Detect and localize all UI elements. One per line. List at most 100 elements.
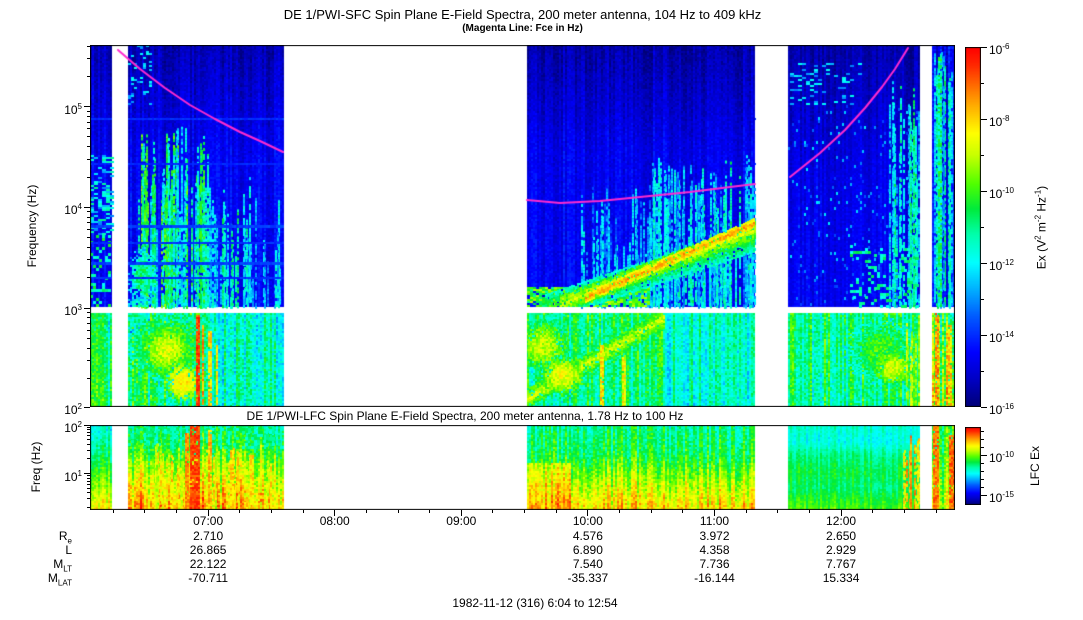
axis-tick [619, 510, 621, 513]
axis-tick [87, 216, 90, 218]
axis-tick [981, 486, 984, 488]
axis-tick [112, 510, 114, 513]
time-tick-label: 08:00 [319, 514, 350, 528]
axis-tick [808, 510, 810, 513]
axis-tick [87, 329, 90, 331]
axis-tick [87, 432, 90, 434]
ephemeris-value: -35.337 [567, 571, 609, 585]
axis-tick [87, 222, 90, 224]
axis-tick-label: 102 [64, 420, 82, 435]
axis-tick-label: 10-8 [989, 114, 1010, 129]
axis-tick-label: 10-6 [989, 42, 1010, 57]
magenta-line-subtitle: (Magenta Line: Fce in Hz) [462, 23, 583, 34]
axis-tick [334, 510, 336, 516]
axis-tick [87, 136, 90, 138]
ephemeris-value: 6.890 [572, 543, 603, 557]
axis-tick [87, 237, 90, 239]
axis-tick [87, 259, 90, 261]
time-tick-label: 11:00 [699, 514, 730, 528]
axis-tick [87, 317, 90, 319]
axis-tick [87, 246, 90, 248]
axis-tick [87, 115, 90, 117]
sfc-spectrogram-canvas [90, 45, 955, 407]
axis-tick [981, 82, 984, 84]
axis-tick [87, 110, 90, 112]
axis-tick [587, 510, 589, 516]
time-tick-label: 12:00 [826, 514, 857, 528]
axis-tick [981, 470, 984, 472]
axis-tick [87, 458, 90, 460]
axis-tick [87, 128, 90, 130]
axis-tick [365, 510, 367, 513]
axis-tick-label: 10-16 [989, 402, 1014, 417]
ephemeris-value: 4.576 [572, 529, 603, 543]
axis-tick [981, 406, 987, 408]
ephemeris-row-label: L [65, 543, 72, 557]
ephemeris-value: 22.122 [189, 557, 227, 571]
axis-tick [981, 190, 987, 192]
axis-tick [87, 211, 90, 213]
ephemeris-row-label: Re [58, 529, 72, 546]
ephemeris-value: 7.540 [572, 557, 603, 571]
axis-tick [87, 377, 90, 379]
axis-tick [239, 510, 241, 513]
sfc-colorbar [965, 47, 981, 407]
axis-tick [175, 510, 177, 513]
axis-tick-label: 103 [64, 303, 82, 319]
axis-tick [981, 262, 987, 264]
axis-tick [87, 429, 90, 431]
axis-tick [492, 510, 494, 513]
axis-tick [87, 58, 90, 60]
axis-tick [87, 360, 90, 362]
axis-tick [981, 494, 987, 496]
time-tick-label: 07:00 [193, 514, 224, 528]
axis-tick [981, 446, 984, 448]
axis-tick [84, 424, 90, 426]
axis-tick [87, 146, 90, 148]
axis-tick [981, 454, 987, 456]
axis-tick [87, 507, 90, 509]
axis-tick [460, 510, 462, 516]
axis-tick [840, 510, 842, 516]
axis-tick [745, 510, 747, 513]
ephemeris-value: 7.767 [826, 557, 857, 571]
axis-tick-label: 10-12 [989, 258, 1014, 273]
sfc-y-axis-title: Frequency (Hz) [25, 184, 39, 268]
lfc-spectrogram-canvas [90, 425, 955, 510]
axis-tick-label: 10-10 [989, 450, 1014, 465]
axis-tick [144, 510, 146, 513]
axis-tick [981, 46, 987, 48]
ephemeris-value: 4.358 [699, 543, 730, 557]
axis-tick-label: 102 [64, 402, 82, 417]
axis-tick [524, 510, 526, 513]
ephemeris-value: -16.144 [694, 571, 735, 585]
ephemeris-value: 2.650 [826, 529, 857, 543]
lfc-panel-title: DE 1/PWI-LFC Spin Plane E-Field Spectra,… [246, 409, 684, 423]
axis-tick [981, 462, 984, 464]
axis-tick [84, 307, 90, 309]
axis-tick [87, 477, 90, 479]
axis-tick [87, 277, 90, 279]
axis-tick [682, 510, 684, 513]
sfc-panel-title: DE 1/PWI-SFC Spin Plane E-Field Spectra,… [283, 7, 762, 22]
axis-tick [981, 226, 984, 228]
axis-tick [87, 121, 90, 123]
axis-tick-label: 104 [64, 202, 82, 218]
axis-tick [207, 510, 209, 516]
axis-tick [981, 370, 984, 372]
axis-tick [935, 510, 937, 513]
time-tick-label: 09:00 [446, 514, 477, 528]
axis-tick [87, 498, 90, 500]
axis-tick [87, 323, 90, 325]
axis-tick [84, 473, 90, 475]
axis-tick [777, 510, 779, 513]
axis-tick [981, 478, 984, 480]
axis-tick [981, 438, 984, 440]
axis-tick [87, 75, 90, 77]
axis-tick [270, 510, 272, 513]
ephemeris-value: 15.334 [822, 571, 860, 585]
axis-tick [555, 510, 557, 513]
axis-tick [650, 510, 652, 513]
axis-tick [87, 435, 90, 437]
